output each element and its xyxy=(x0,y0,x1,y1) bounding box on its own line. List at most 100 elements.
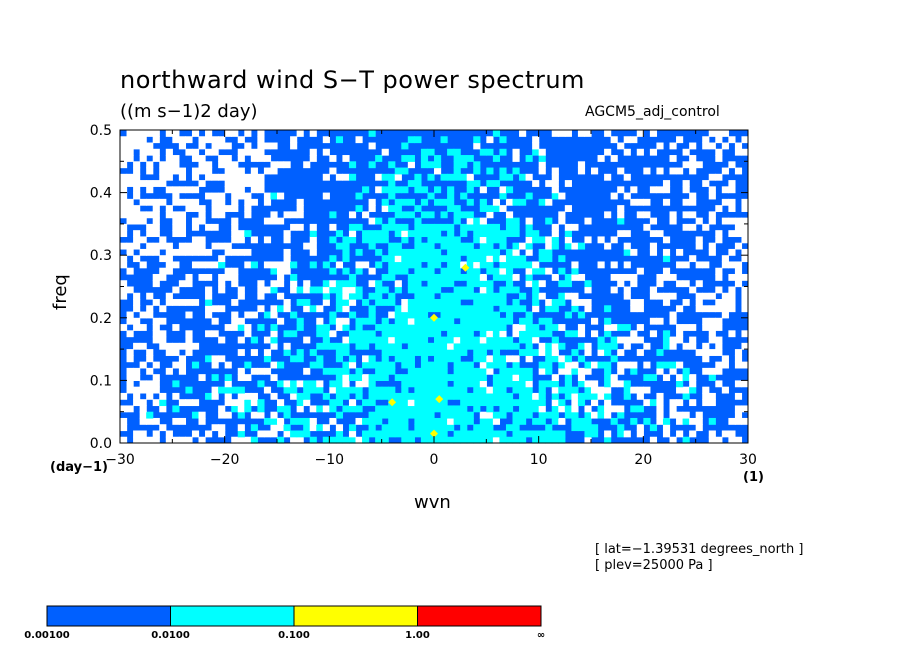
x-axis-unit: (1) xyxy=(743,470,764,485)
heatmap-cell xyxy=(270,311,278,319)
heatmap-cell xyxy=(525,155,533,162)
heatmap-cell xyxy=(434,361,442,369)
heatmap-cell xyxy=(250,349,258,356)
heatmap-cell xyxy=(427,342,435,350)
heatmap-cell xyxy=(538,248,546,256)
heatmap-cell xyxy=(571,386,579,394)
heatmap-cell xyxy=(473,349,481,356)
heatmap-cell xyxy=(270,305,278,313)
heatmap-cell xyxy=(643,361,651,369)
heatmap-cell xyxy=(224,142,232,150)
heatmap-cell xyxy=(538,236,546,244)
heatmap-cell xyxy=(414,248,422,256)
heatmap-cell xyxy=(368,330,376,338)
heatmap-cell xyxy=(303,386,311,394)
heatmap-cell xyxy=(342,367,350,375)
heatmap-cell xyxy=(420,317,429,325)
heatmap-cell xyxy=(322,136,330,144)
heatmap-cell xyxy=(460,399,468,407)
heatmap-cell xyxy=(453,211,461,219)
heatmap-cell xyxy=(577,424,586,432)
heatmap-cell xyxy=(270,336,278,344)
heatmap-cell xyxy=(427,374,435,381)
heatmap-cell xyxy=(335,324,344,331)
info-pressure-level: [ plev=25000 Pa ] xyxy=(595,558,713,573)
heatmap-cell xyxy=(479,424,487,432)
heatmap-cell xyxy=(263,217,272,225)
heatmap-cell xyxy=(702,142,710,150)
heatmap-cell xyxy=(237,155,245,162)
heatmap-cell xyxy=(335,286,344,294)
heatmap-cell xyxy=(689,380,697,388)
heatmap-cell xyxy=(505,261,514,269)
heatmap-cell xyxy=(440,411,448,419)
heatmap-cell xyxy=(453,380,461,388)
heatmap-cell xyxy=(401,324,409,331)
heatmap-cell xyxy=(558,386,566,394)
heatmap-cell xyxy=(263,142,272,150)
heatmap-cell xyxy=(466,223,474,231)
heatmap-cell xyxy=(453,173,461,181)
heatmap-cell xyxy=(152,180,160,187)
heatmap-cell xyxy=(120,436,128,444)
heatmap-cell xyxy=(335,280,344,288)
heatmap-cell xyxy=(283,380,291,388)
heatmap-cell xyxy=(126,267,134,275)
heatmap-cell xyxy=(558,405,566,413)
heatmap-cell xyxy=(610,273,618,281)
heatmap-cell xyxy=(453,349,461,356)
heatmap-cell xyxy=(211,317,219,325)
heatmap-cell xyxy=(604,399,612,407)
heatmap-cell xyxy=(329,155,337,162)
heatmap-cell xyxy=(218,280,226,288)
heatmap-cell xyxy=(198,248,206,256)
heatmap-cell xyxy=(394,211,402,219)
heatmap-cell xyxy=(656,392,664,400)
heatmap-cell xyxy=(309,261,317,269)
heatmap-cell xyxy=(322,367,330,375)
heatmap-cell xyxy=(401,248,409,256)
heatmap-cell xyxy=(617,324,625,331)
heatmap-cell xyxy=(708,211,716,219)
heatmap-cell xyxy=(224,411,232,419)
heatmap-cell xyxy=(388,430,396,438)
colorbar-swatch xyxy=(47,606,171,626)
heatmap-cell xyxy=(191,130,200,137)
heatmap-cell xyxy=(401,424,409,432)
heatmap-cell xyxy=(630,330,638,338)
heatmap-cell xyxy=(133,180,141,187)
heatmap-cell xyxy=(479,342,487,350)
heatmap-cell xyxy=(420,374,429,381)
heatmap-cell xyxy=(479,411,487,419)
heatmap-cell xyxy=(362,380,370,388)
heatmap-cell xyxy=(146,142,154,150)
heatmap-cell xyxy=(636,424,644,432)
heatmap-cell xyxy=(133,236,141,244)
heatmap-cell xyxy=(407,155,415,162)
heatmap-cell xyxy=(473,336,481,344)
heatmap-cell xyxy=(545,330,553,338)
heatmap-cell xyxy=(597,361,605,369)
heatmap-cell xyxy=(708,173,716,181)
heatmap-cell xyxy=(505,380,514,388)
heatmap-cell xyxy=(205,248,213,256)
heatmap-cell xyxy=(218,261,226,269)
heatmap-cell xyxy=(277,361,285,369)
heatmap-cell xyxy=(237,336,245,344)
heatmap-cell xyxy=(597,405,605,413)
heatmap-cell xyxy=(342,305,350,313)
heatmap-cell xyxy=(741,198,749,206)
heatmap-cell xyxy=(741,405,749,413)
heatmap-cell xyxy=(577,161,586,169)
heatmap-cell xyxy=(512,273,520,281)
heatmap-cell xyxy=(407,261,415,269)
heatmap-cell xyxy=(479,386,487,394)
heatmap-cell xyxy=(237,230,245,238)
heatmap-cell xyxy=(133,292,141,300)
heatmap-cell xyxy=(669,342,677,350)
heatmap-cell xyxy=(342,380,350,388)
heatmap-cell xyxy=(636,130,644,137)
heatmap-cell xyxy=(263,336,272,344)
heatmap-cell xyxy=(460,273,468,281)
heatmap-cell xyxy=(231,186,239,194)
